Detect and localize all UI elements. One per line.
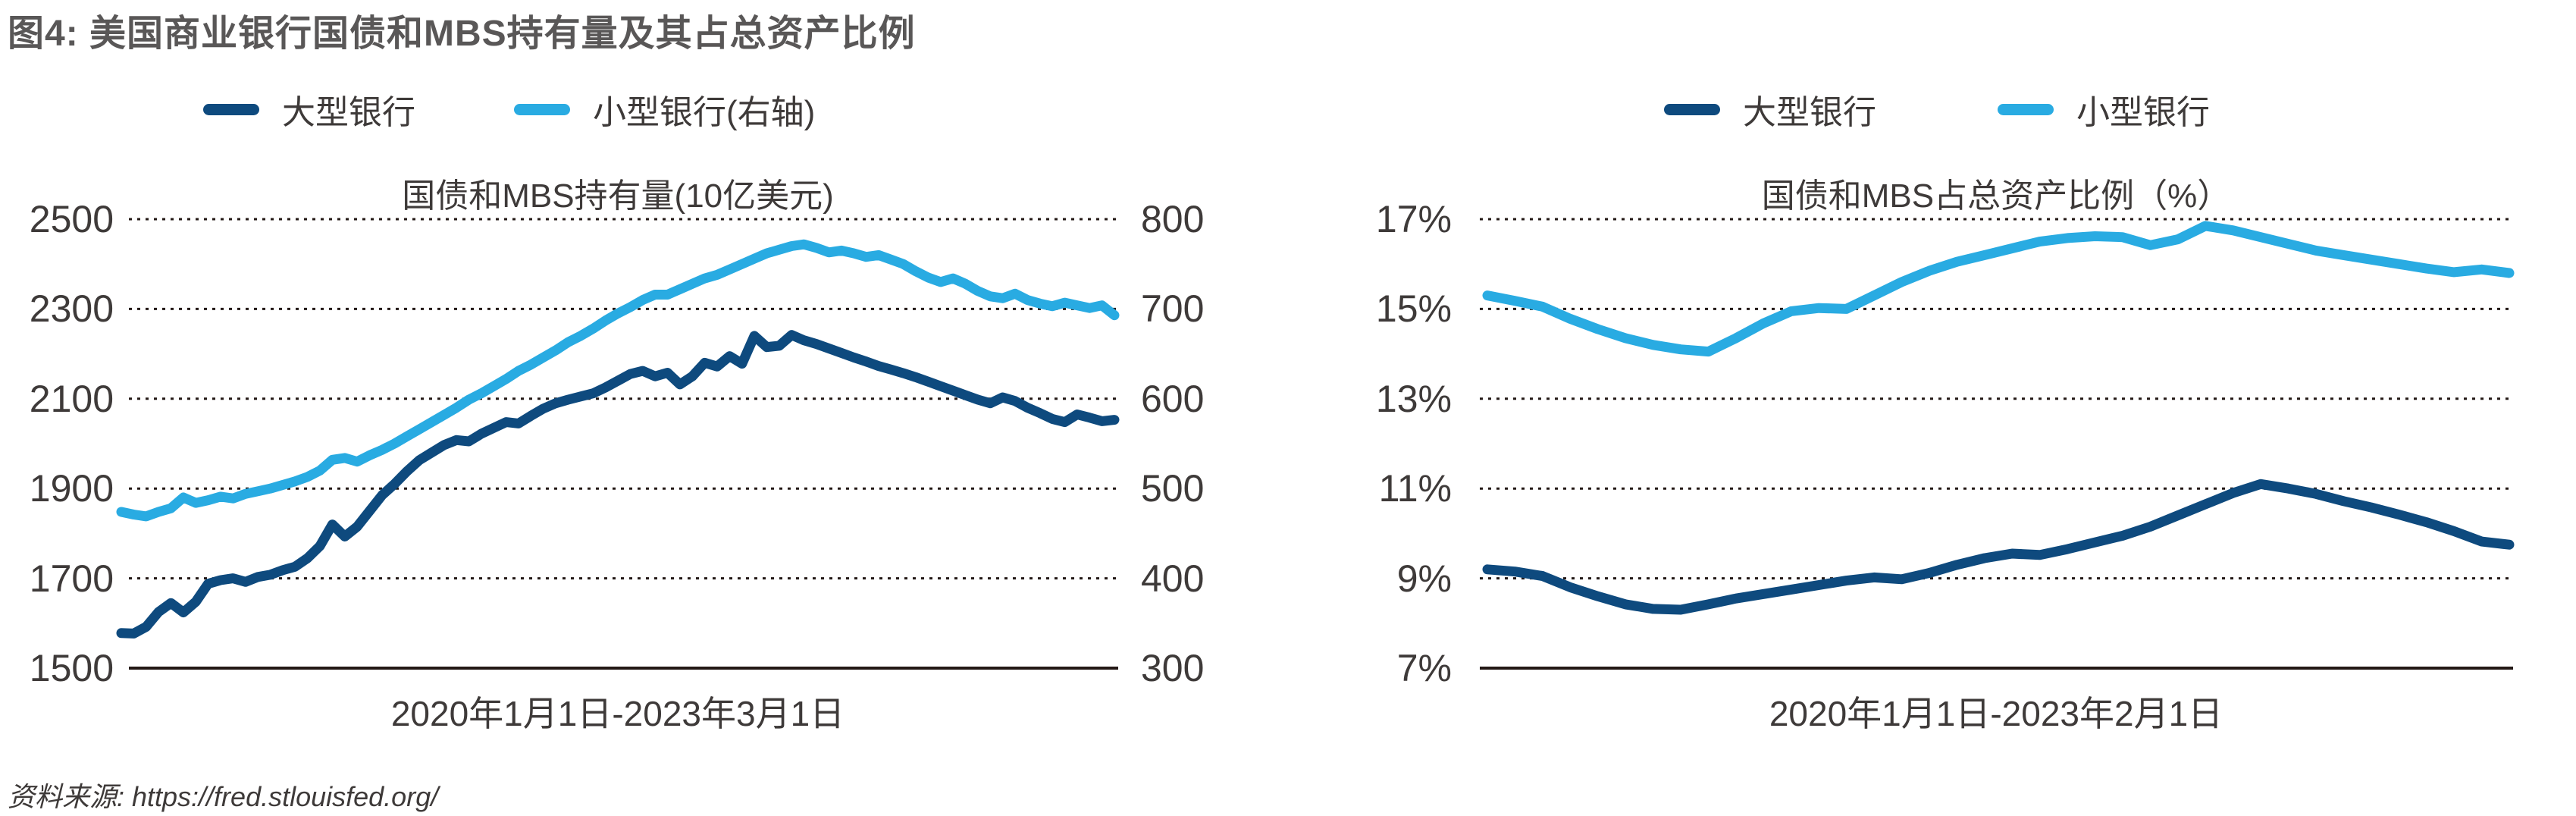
- y-tick-label: 2500: [29, 198, 114, 240]
- y-tick-label: 700: [1141, 287, 1205, 331]
- source-note: 资料来源: https://fred.stlouisfed.org/: [8, 781, 439, 812]
- right-chart-x-label: 2020年1月1日-2023年2月1日: [1769, 694, 2223, 733]
- y-tick-label: 17%: [1375, 198, 1452, 240]
- figure-title: 图4: 美国商业银行国债和MBS持有量及其占总资产比例: [8, 14, 916, 54]
- legend-swatch-small-banks: [1998, 103, 2054, 115]
- y-tick-label: 800: [1141, 198, 1205, 240]
- y-tick-label: 500: [1141, 467, 1205, 510]
- y-tick-label: 1900: [29, 467, 114, 510]
- y-tick-label: 2300: [29, 287, 114, 331]
- legend-left-chart: 大型银行 小型银行(右轴): [203, 85, 815, 133]
- series-line-大型银行: [1482, 479, 2515, 615]
- legend-label-small-banks: 小型银行(右轴): [593, 94, 816, 131]
- left-chart-x-label: 2020年1月1日-2023年3月1日: [390, 694, 845, 733]
- left-chart-plot: [116, 218, 1120, 670]
- y-tick-label: 1500: [29, 647, 114, 689]
- right-chart-left-axis-ticks: 17% 15% 13% 11% 9% 7%: [1330, 0, 1452, 816]
- series-line-大型银行: [116, 330, 1120, 639]
- left-chart-left-axis-ticks: 2500 2300 2100 1900 1700 1500: [15, 0, 114, 816]
- y-tick-label: 600: [1141, 377, 1205, 420]
- y-tick-label: 1700: [29, 557, 114, 600]
- legend-swatch-large-banks: [1664, 103, 1720, 115]
- legend-label-small-banks: 小型银行: [2076, 94, 2210, 131]
- y-tick-label: 13%: [1375, 377, 1452, 420]
- y-tick-label: 9%: [1396, 557, 1452, 600]
- y-tick-label: 15%: [1375, 287, 1452, 331]
- legend-label-large-banks: 大型银行: [1743, 94, 1876, 131]
- right-chart-plot: [1480, 218, 2515, 670]
- left-chart-title: 国债和MBS持有量(10亿美元): [402, 177, 834, 215]
- y-tick-label: 400: [1141, 557, 1205, 600]
- right-chart-title: 国债和MBS占总资产比例（%）: [1761, 177, 2231, 215]
- legend-swatch-small-banks: [514, 103, 570, 115]
- legend-right-chart: 大型银行 小型银行: [1664, 85, 2210, 133]
- y-tick-label: 7%: [1396, 647, 1452, 689]
- y-tick-label: 11%: [1378, 467, 1452, 510]
- series-line-小型银行: [1482, 221, 2515, 357]
- y-tick-label: 2100: [29, 377, 114, 420]
- series-line-小型银行(右轴): [116, 239, 1120, 522]
- y-tick-label: 300: [1141, 647, 1205, 689]
- left-chart-right-axis-ticks: 800 700 600 500 400 300: [1141, 0, 1247, 816]
- legend-swatch-large-banks: [203, 103, 259, 115]
- legend-label-large-banks: 大型银行: [282, 94, 415, 131]
